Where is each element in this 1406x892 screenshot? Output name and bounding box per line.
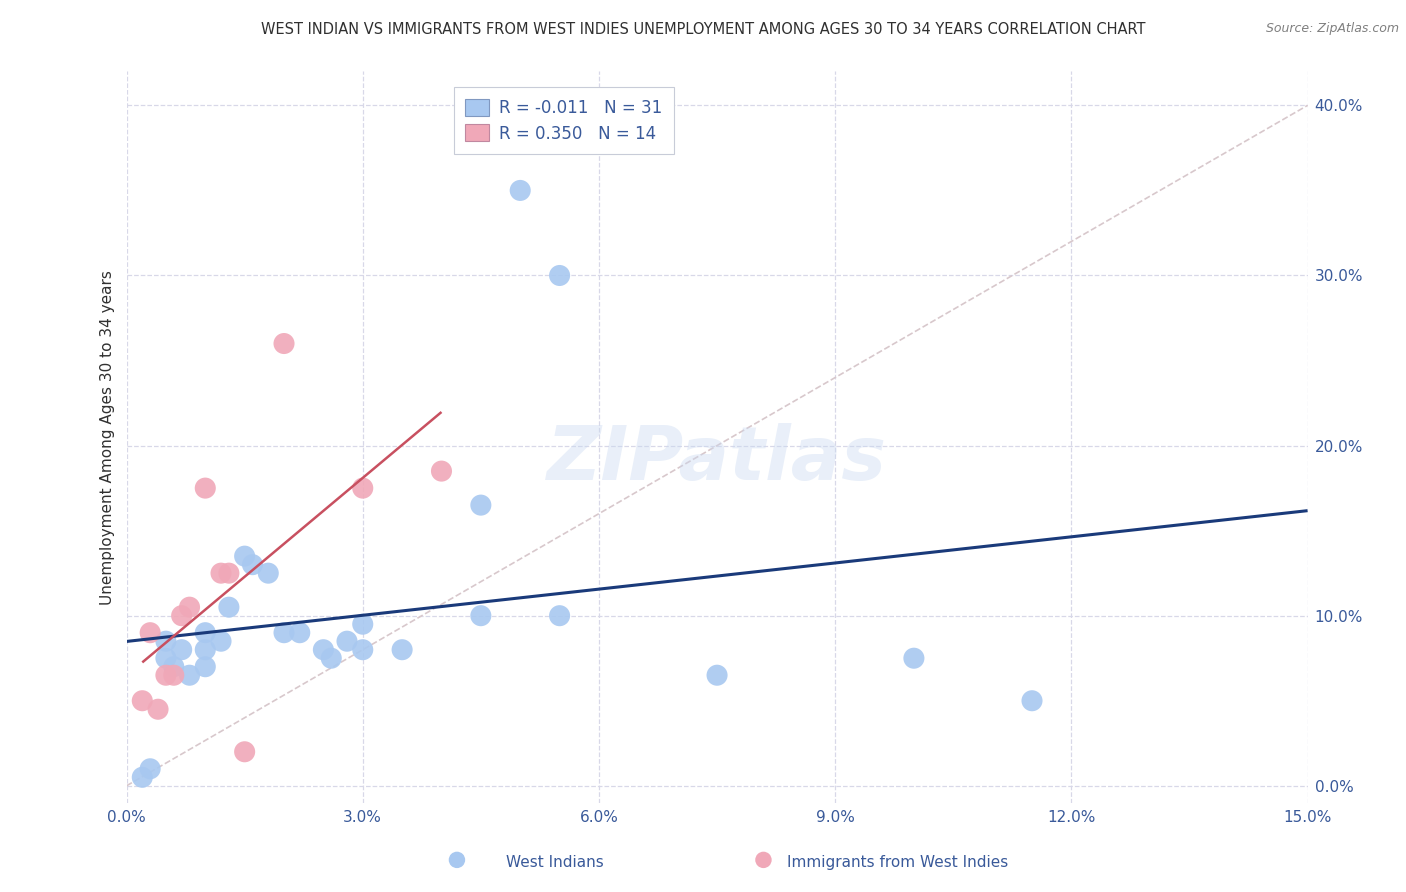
Point: [430, 464, 453, 478]
Point: [170, 608, 193, 623]
Point: [233, 745, 256, 759]
Point: [194, 625, 217, 640]
Point: [706, 668, 728, 682]
Point: [273, 625, 295, 640]
Point: [257, 566, 280, 581]
Point: [139, 625, 162, 640]
Point: [179, 600, 201, 615]
Point: [163, 668, 186, 682]
Text: West Indians: West Indians: [506, 855, 605, 870]
Text: WEST INDIAN VS IMMIGRANTS FROM WEST INDIES UNEMPLOYMENT AMONG AGES 30 TO 34 YEAR: WEST INDIAN VS IMMIGRANTS FROM WEST INDI…: [260, 22, 1146, 37]
Point: [131, 694, 153, 708]
Point: [233, 549, 256, 563]
Point: [321, 651, 343, 665]
Point: [209, 566, 232, 581]
Point: [218, 566, 240, 581]
Point: [155, 634, 177, 648]
Point: [548, 268, 571, 283]
Point: [273, 336, 295, 351]
Point: [352, 642, 374, 657]
Point: [548, 608, 571, 623]
Legend: R = -0.011   N = 31, R = 0.350   N = 14: R = -0.011 N = 31, R = 0.350 N = 14: [454, 87, 673, 154]
Point: [218, 600, 240, 615]
Point: [391, 642, 413, 657]
Point: [336, 634, 359, 648]
Text: Immigrants from West Indies: Immigrants from West Indies: [787, 855, 1008, 870]
Point: [352, 481, 374, 495]
Point: [470, 498, 492, 512]
Point: [312, 642, 335, 657]
Point: [194, 659, 217, 673]
Point: [179, 668, 201, 682]
Point: [194, 481, 217, 495]
Point: [155, 651, 177, 665]
Point: [131, 770, 153, 784]
Point: [352, 617, 374, 632]
Point: [170, 642, 193, 657]
Text: ZIPatlas: ZIPatlas: [547, 423, 887, 496]
Point: [155, 668, 177, 682]
Point: [446, 853, 468, 867]
Y-axis label: Unemployment Among Ages 30 to 34 years: Unemployment Among Ages 30 to 34 years: [100, 269, 115, 605]
Point: [242, 558, 264, 572]
Point: [752, 853, 775, 867]
Point: [163, 659, 186, 673]
Point: [470, 608, 492, 623]
Point: [509, 183, 531, 197]
Text: Source: ZipAtlas.com: Source: ZipAtlas.com: [1265, 22, 1399, 36]
Point: [1021, 694, 1043, 708]
Point: [209, 634, 232, 648]
Point: [194, 642, 217, 657]
Point: [288, 625, 311, 640]
Point: [146, 702, 169, 716]
Point: [139, 762, 162, 776]
Point: [903, 651, 925, 665]
